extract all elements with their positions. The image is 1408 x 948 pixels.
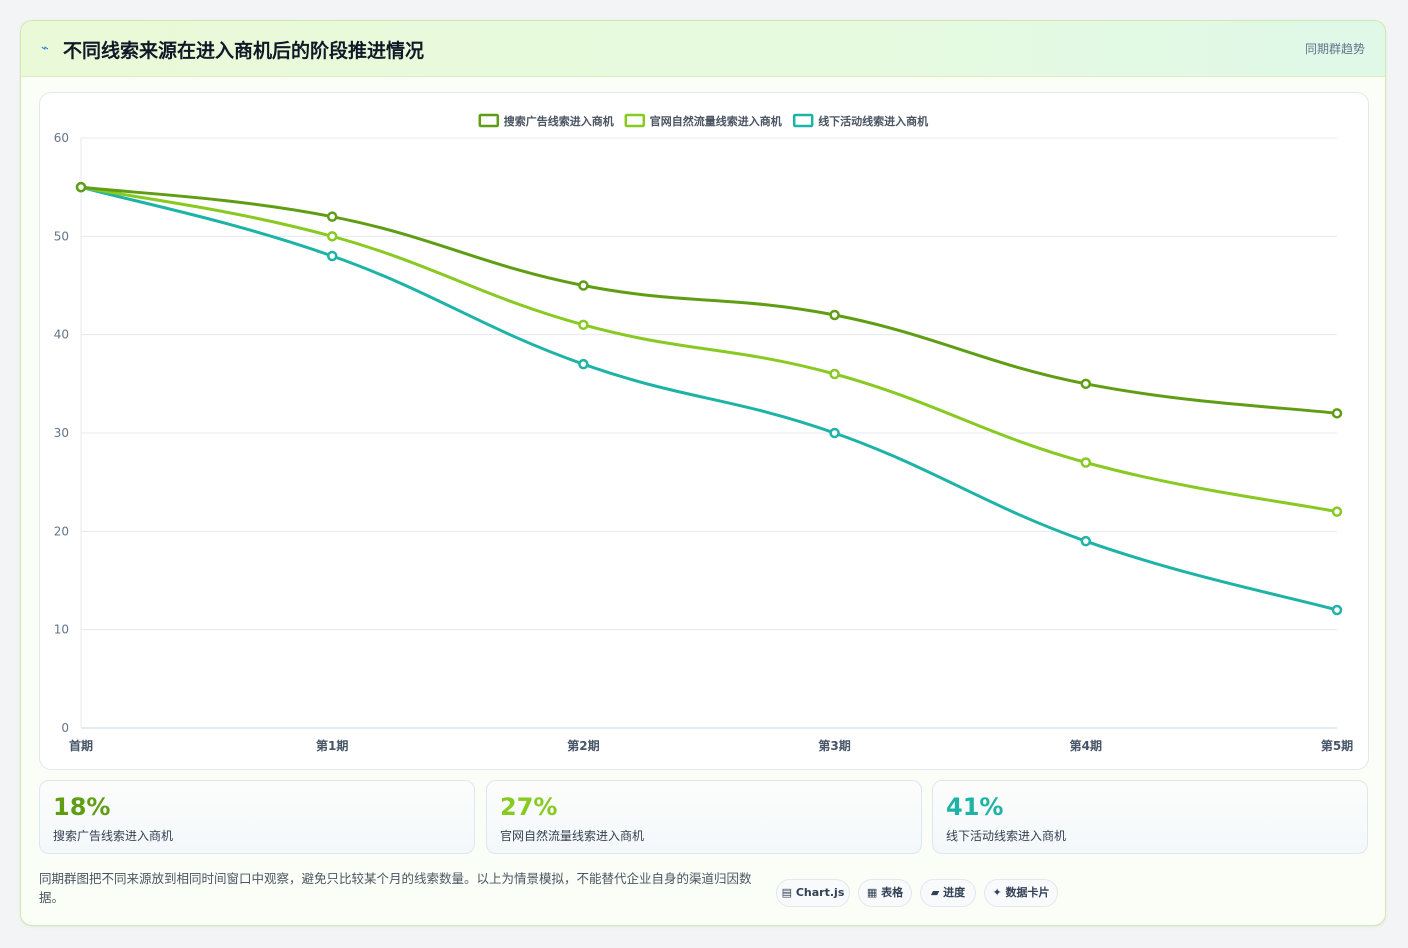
data-point: [326, 231, 338, 242]
chip-table[interactable]: ▦ 表格: [858, 879, 912, 907]
legend-swatch: [478, 113, 500, 128]
chip-data-card[interactable]: ✦ 数据卡片: [984, 879, 1058, 907]
x-tick-label: 首期: [69, 738, 93, 753]
data-point: [578, 319, 589, 331]
sparkle-icon: ✦: [992, 886, 1002, 899]
data-point: [1080, 378, 1092, 390]
stat-value: 27%: [500, 793, 558, 821]
chip-chartjs[interactable]: ▤ Chart.js: [776, 879, 850, 907]
y-tick-label: 10: [54, 623, 69, 637]
stat-label: 搜索广告线索进入商机: [53, 829, 174, 843]
series-line: [79, 185, 1339, 612]
card-title: 不同线索来源在进入商机后的阶段推进情况: [63, 40, 425, 62]
data-point: [578, 280, 589, 291]
data-point: [1080, 457, 1092, 468]
chart-panel: 0 10 20 30 40 50 60 首期 第1期 第2期 第3期 第4期 第5期 搜索广告线索进入商机…: [39, 92, 1369, 770]
header-badge: 同期群趋势: [1304, 42, 1365, 56]
stat-value: 18%: [53, 793, 111, 821]
chip-progress[interactable]: ▰ 进度: [920, 879, 976, 907]
x-tick-label: 第3期: [818, 738, 850, 753]
chip-label: 进度: [943, 886, 966, 899]
data-point: [1331, 506, 1343, 517]
data-point: [1331, 604, 1343, 616]
footnote: 同期群图把不同来源放到相同时间窗口中观察，避免只比较某个月的线索数量。以上为情景…: [39, 871, 752, 905]
line-chart: 0 10 20 30 40 50 60 首期 第1期 第2期 第3期 第4期 第5期 搜索广告线索进入商机…: [54, 113, 1353, 753]
data-point: [829, 427, 840, 439]
data-point: [578, 358, 589, 370]
data-point: [1080, 535, 1092, 547]
lightning-icon: ⌁: [41, 41, 49, 56]
stat-card-search: 18% 搜索广告线索进入商机: [39, 780, 475, 854]
legend-swatch: [624, 113, 646, 128]
y-tick-label: 60: [54, 131, 69, 145]
series-line: [79, 185, 1339, 514]
card-header: ⌁ 不同线索来源在进入商机后的阶段推进情况 同期群趋势: [21, 21, 1385, 77]
data-point: [829, 309, 840, 321]
data-point: [829, 368, 840, 380]
chip-label: 表格: [881, 886, 904, 899]
chart-card: ⌁ 不同线索来源在进入商机后的阶段推进情况 同期群趋势 0 10 20 30 40 50 6…: [20, 20, 1386, 926]
x-tick-label: 第4期: [1070, 738, 1102, 753]
legend-label: 线下活动线索进入商机: [818, 114, 928, 128]
chip-label: Chart.js: [795, 886, 845, 899]
chart-icon: ▤: [781, 886, 793, 899]
x-tick-label: 第1期: [316, 738, 348, 753]
table-icon: ▦: [866, 886, 878, 899]
chip-label: 数据卡片: [1005, 886, 1050, 899]
legend-label: 搜索广告线索进入商机: [504, 114, 614, 128]
x-tick-label: 第2期: [567, 738, 599, 753]
legend-swatch: [792, 113, 814, 128]
y-tick-label: 50: [54, 229, 69, 243]
progress-icon: ▰: [930, 886, 940, 899]
data-point: [326, 250, 338, 262]
stat-label: 线下活动线索进入商机: [946, 829, 1067, 843]
stat-card-offline: 41% 线下活动线索进入商机: [932, 780, 1368, 854]
legend-label: 官网自然流量线索进入商机: [650, 114, 782, 128]
data-point: [326, 211, 338, 222]
stat-value: 41%: [946, 793, 1004, 821]
stat-card-website: 27% 官网自然流量线索进入商机: [486, 780, 922, 854]
y-tick-label: 20: [54, 524, 69, 538]
y-tick-label: 40: [54, 328, 69, 342]
x-tick-label: 第5期: [1321, 738, 1353, 753]
series-line: [79, 185, 1339, 415]
stat-label: 官网自然流量线索进入商机: [500, 829, 645, 843]
data-point: [1331, 408, 1343, 419]
data-point: [75, 181, 87, 193]
y-tick-label: 30: [54, 426, 69, 440]
y-tick-label: 0: [61, 721, 69, 735]
